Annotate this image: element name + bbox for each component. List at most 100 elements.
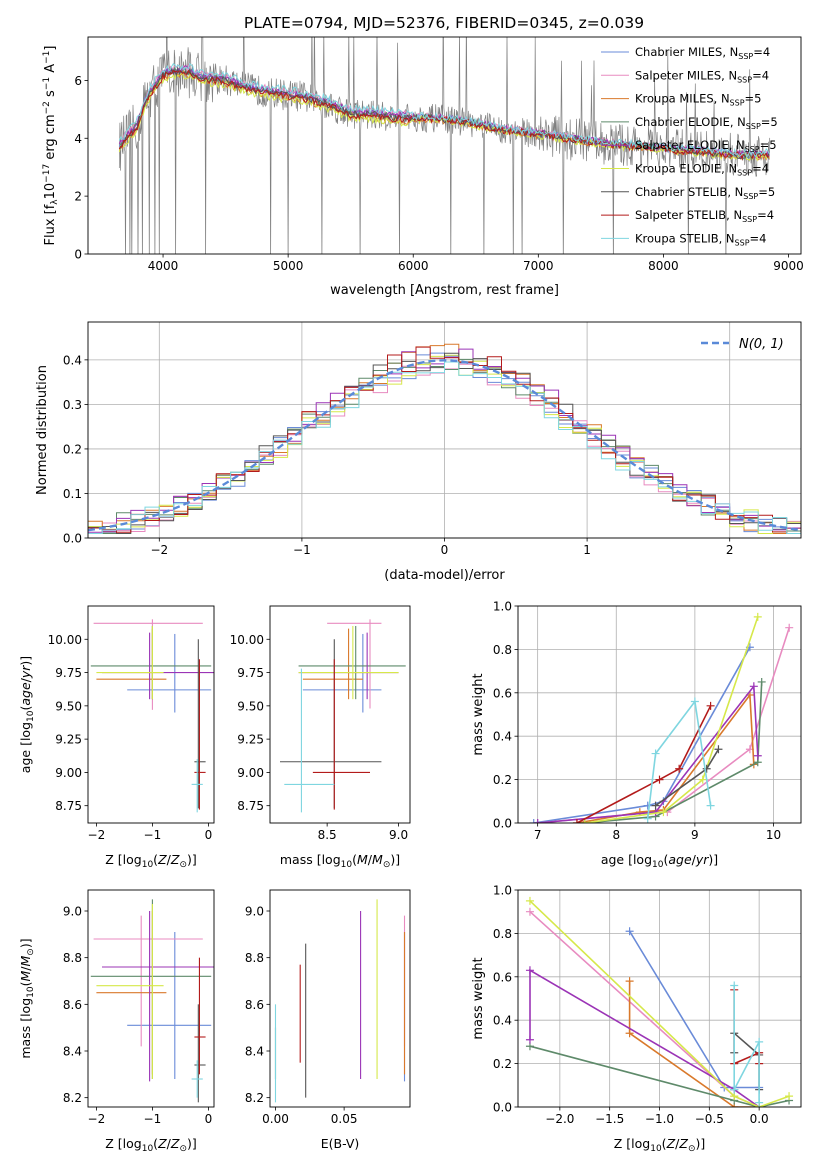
y-axis-label: mass weight: [471, 673, 486, 755]
residuals-legend: N(0, 1): [701, 337, 784, 352]
marker-salpeter-stelib: [706, 701, 715, 710]
y-tick-label: 0.2: [493, 1057, 512, 1071]
y-tick-label: 8.2: [63, 1091, 82, 1105]
y-tick-label: 6: [74, 74, 82, 88]
marker-salpeter-elodie: [525, 966, 534, 975]
x-tick-label: 9.0: [389, 828, 408, 842]
legend-label-salpeter-elodie: Salpeter ELODIE, NSSP=5: [635, 138, 777, 154]
y-tick-label: 8.4: [63, 1045, 82, 1059]
x-tick-label: 10: [766, 828, 781, 842]
legend-label-kroupa-stelib: Kroupa STELIB, NSSP=4: [635, 231, 766, 247]
legend-rest: =5: [760, 138, 777, 152]
y-tick-label: 9.25: [55, 733, 82, 747]
y-tick-label: 9.75: [237, 666, 264, 680]
marker-chabrier-stelib: [714, 745, 723, 754]
y-tick-label: 0.0: [493, 1101, 512, 1115]
legend-rest: =4: [753, 45, 770, 59]
y-tick-label: 0.4: [493, 1014, 512, 1028]
y-tick-label: 0.0: [493, 817, 512, 831]
legend-label-kroupa-elodie: Kroupa ELODIE, NSSP=4: [635, 162, 769, 178]
line-kroupa-miles: [628, 981, 760, 1107]
mass_weight_vs_age-plot-area: [529, 612, 794, 823]
legend-label-normal: N(0, 1): [739, 337, 784, 352]
mass_weight_vs_Z-plot-area: [525, 896, 794, 1107]
age_vs_Z-plot-area: [90, 619, 214, 813]
legend-rest: =5: [761, 115, 778, 129]
x-tick-label: −1.5: [595, 1112, 624, 1126]
legend-sub: SSP: [737, 75, 752, 84]
legend-label-chabrier-stelib: Chabrier STELIB, NSSP=5: [635, 185, 775, 201]
line-salpeter-stelib: [576, 705, 712, 823]
data-spectrum-line: [118, 37, 771, 254]
x-axis-label: wavelength [Angstrom, rest frame]: [330, 283, 559, 298]
marker-kroupa-elodie: [753, 612, 762, 621]
line-kroupa-stelib: [733, 985, 760, 1103]
legend-sub: SSP: [743, 192, 758, 201]
line-salpeter-elodie: [529, 968, 760, 1107]
y-tick-label: 1.0: [493, 884, 512, 898]
x-axis-label: (data-model)/error: [384, 568, 505, 583]
legend-text: Kroupa ELODIE, N: [635, 162, 737, 176]
x-tick-label: 6000: [398, 259, 429, 273]
x-tick-label: −2.0: [545, 1112, 574, 1126]
model-line-kroupa-elodie: [118, 72, 770, 162]
mass_weight_vs_Z-frame: [517, 889, 802, 1108]
x-tick-label: −1.0: [645, 1112, 674, 1126]
marker-chabrier-miles: [643, 801, 652, 810]
marker-kroupa-stelib: [755, 1098, 764, 1107]
x-axis-label: Z [log10(Z/Z⊙)]: [105, 852, 197, 870]
y-tick-label: 9.00: [55, 766, 82, 780]
marker-kroupa-stelib: [651, 749, 660, 758]
legend-rest: =4: [757, 208, 774, 222]
age_vs_mass-plot-area: [280, 619, 406, 813]
marker-kroupa-elodie: [525, 896, 534, 905]
legend-sub: SSP: [738, 52, 753, 61]
x-tick-label: 9: [691, 828, 699, 842]
x-tick-label: 8.5: [318, 828, 337, 842]
marker-chabrier-stelib: [651, 801, 660, 810]
y-tick-label: 9.25: [237, 733, 264, 747]
y-tick-label: 4: [74, 132, 82, 146]
marker-kroupa-stelib: [730, 981, 739, 990]
legend-rest: =4: [750, 231, 767, 245]
legend-text: Kroupa MILES, N: [635, 92, 730, 106]
line-kroupa-miles: [576, 692, 755, 823]
x-tick-label: 9000: [773, 259, 804, 273]
marker-salpeter-miles: [785, 623, 794, 632]
legend-text: Chabrier MILES, N: [635, 45, 738, 59]
marker-kroupa-elodie: [659, 808, 668, 817]
y-tick-label: 2: [74, 190, 82, 204]
spectrum-frame: [87, 36, 802, 255]
y-tick-label: 8.4: [245, 1045, 264, 1059]
x-tick-label: 0.05: [331, 1112, 358, 1126]
residuals-frame: [87, 321, 802, 539]
residuals-axes: −2 −1 0 1 2 0.0 0.1 0.2 0.3 0.4 (data-model)/error…: [35, 322, 801, 583]
legend-rest: =5: [758, 185, 775, 199]
age_vs_Z-axes: −2 −1 0 8.75 9.00 9.25 9.50 9.75 10.00 Z [log10(Z…: [18, 633, 212, 870]
x-axis-label: E(B-V): [321, 1136, 360, 1151]
normal-curve: [88, 359, 801, 532]
line-kroupa-elodie: [584, 616, 759, 823]
y-tick-label: 8.8: [63, 951, 82, 965]
residuals-plot-area: [88, 343, 801, 534]
x-axis-label: mass [log10(M/M⊙)]: [280, 852, 400, 870]
spectrum-axes: 4000 5000 6000 7000 8000 9000 0 2 4 6 wavelength […: [42, 46, 804, 299]
y-tick-label: 9.75: [55, 666, 82, 680]
y-axis-label: age [log10(age/yr)]: [18, 656, 36, 773]
x-tick-label: −1: [144, 1112, 162, 1126]
x-tick-label: −1: [144, 828, 162, 842]
mass_vs_ebv-frame: [269, 889, 411, 1108]
marker-salpeter-miles: [525, 907, 534, 916]
y-tick-label: 0.1: [63, 487, 82, 501]
x-tick-label: 4000: [148, 259, 179, 273]
x-tick-label: −0.5: [695, 1112, 724, 1126]
legend-text: Salpeter STELIB, N: [635, 208, 742, 222]
figure-title: PLATE=0794, MJD=52376, FIBERID=0345, z=0…: [244, 14, 644, 32]
y-tick-label: 9.00: [237, 766, 264, 780]
legend-sub: SSP: [737, 169, 752, 178]
y-tick-label: 8.6: [245, 998, 264, 1012]
marker-kroupa-elodie: [785, 1092, 794, 1101]
age_vs_mass-frame: [269, 605, 411, 824]
marker-kroupa-stelib: [755, 1037, 764, 1046]
y-axis-label: mass [log10(M/M⊙)]: [18, 938, 36, 1058]
